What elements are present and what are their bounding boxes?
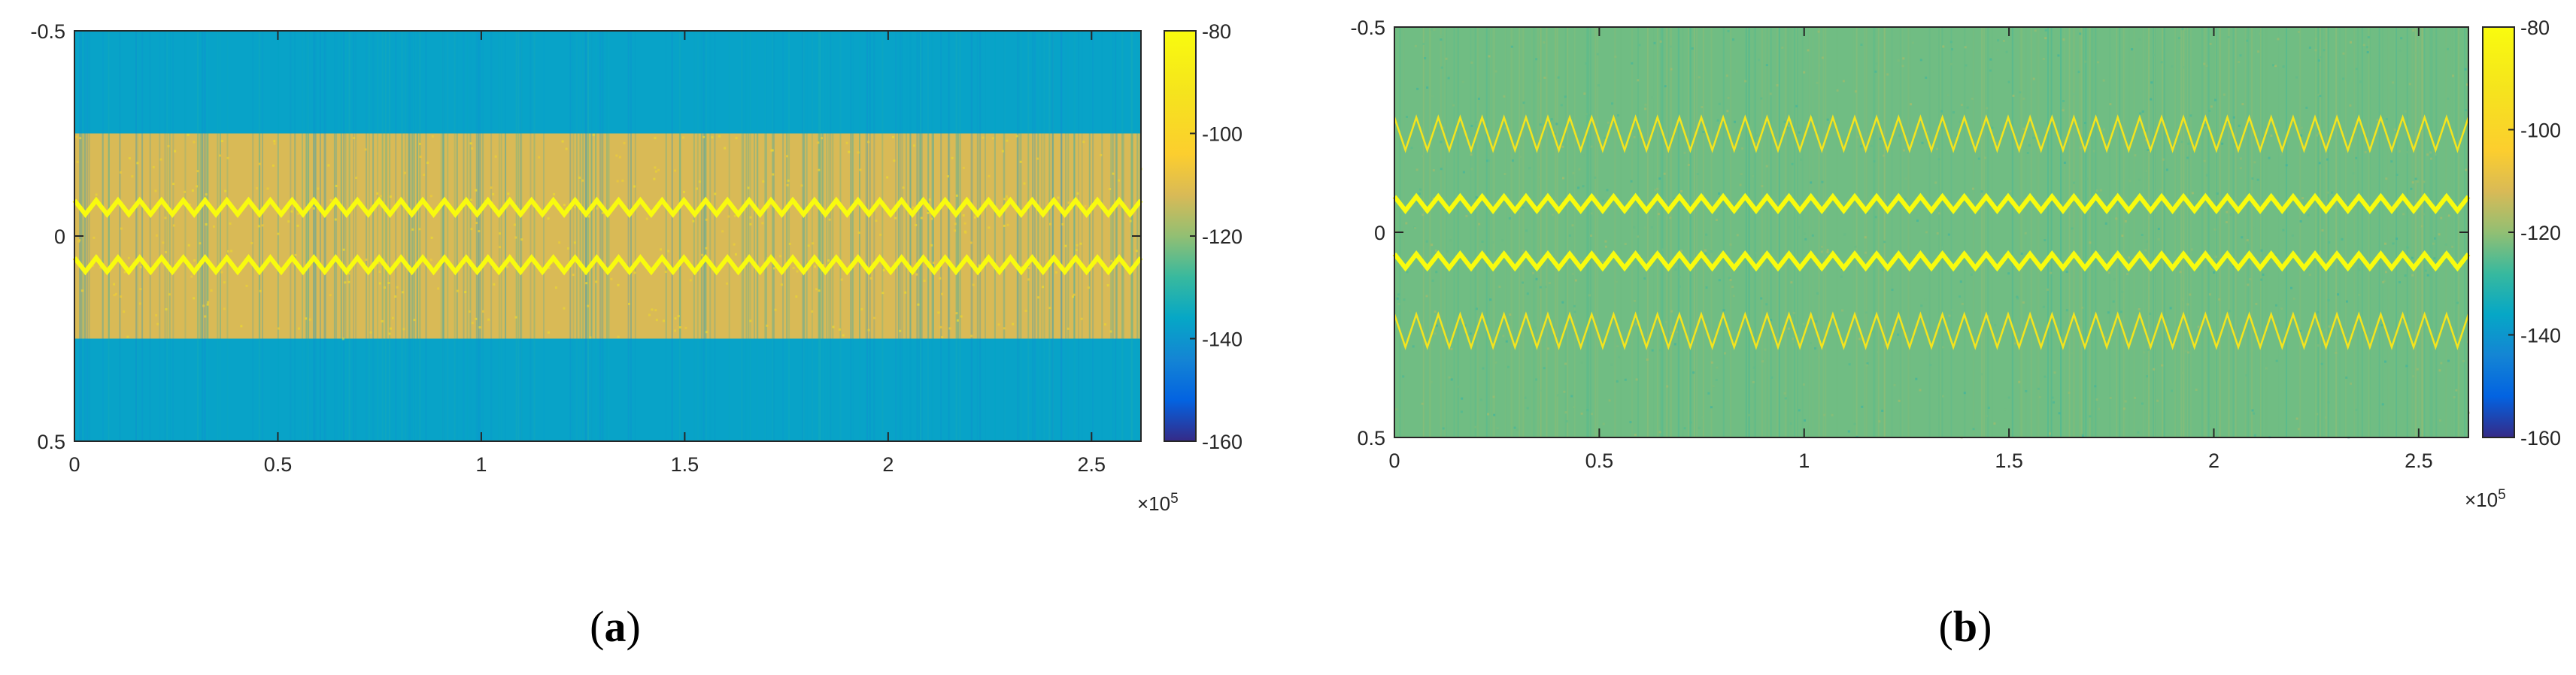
y-tick-label: -0.5: [30, 20, 65, 43]
zigzag-line-3: [1392, 250, 2471, 272]
x-tick-label: 0: [1388, 449, 1400, 472]
heatmap-noise: [75, 31, 1142, 441]
x-tick-label: 2: [2208, 449, 2219, 472]
panel-a: 0 0.5 1 1.5 2 2.5×105-0.500.5-80-100-120-140-…: [30, 20, 1242, 515]
y-tick-label: 0.5: [37, 431, 65, 453]
x-tick-label: 0.5: [264, 453, 293, 476]
zigzag-line-4: [1393, 311, 2470, 350]
colorbar: -80 -100 -120 -140 -160: [1164, 20, 1242, 453]
x-tick-label: 0.5: [1585, 449, 1614, 472]
heatmap-noise: [1395, 27, 2470, 439]
zigzag-line-2: [1392, 192, 2471, 214]
y-tick-label: 0: [54, 226, 65, 248]
colorbar-tick-label: -120: [1202, 226, 1242, 248]
zigzag-line-2: [72, 254, 1143, 276]
x-tick-label: 2.5: [2405, 449, 2433, 472]
x-tick-label: 1.5: [671, 453, 699, 476]
colorbar-tick-label: -140: [1202, 328, 1242, 351]
x-tick-label: 1: [475, 453, 487, 476]
colorbar: -80 -100 -120 -140 -160: [2482, 17, 2561, 449]
colorbar-tick-label: -120: [2520, 222, 2561, 244]
x-tick-label: 0: [68, 453, 80, 476]
colorbar-tick-label: -80: [1202, 20, 1231, 43]
heatmap-band: [74, 133, 1141, 339]
y-tick-label: 0.5: [1357, 427, 1385, 449]
x-tick-label: 2: [882, 453, 894, 476]
x-tick-label: 2.5: [1078, 453, 1106, 476]
colorbar-tick-label: -140: [2520, 325, 2561, 347]
y-tick-label: -0.5: [1350, 17, 1385, 39]
x-multiplier: ×105: [2465, 487, 2506, 511]
zigzag-line-1: [72, 196, 1143, 218]
colorbar-tick-label: -80: [2520, 17, 2550, 39]
x-tick-label: 1.5: [1995, 449, 2023, 472]
x-multiplier: ×105: [1137, 491, 1179, 515]
panel-b: 0 0.5 1 1.5 2 2.5×105-0.500.5-80-100-120-140-…: [1350, 17, 2561, 511]
heatmap-background: [1394, 27, 2468, 437]
caption-a: (a): [590, 602, 641, 651]
x-tick-label: 1: [1798, 449, 1810, 472]
colorbar-tick-label: -100: [2520, 120, 2561, 142]
caption-b: (b): [1939, 602, 1992, 651]
colorbar-tick-label: -160: [1202, 431, 1242, 453]
colorbar-tick-label: -100: [1202, 123, 1242, 146]
zigzag-line-1: [1393, 114, 2470, 153]
colorbar-tick-label: -160: [2520, 427, 2561, 449]
y-tick-label: 0: [1374, 222, 1385, 244]
